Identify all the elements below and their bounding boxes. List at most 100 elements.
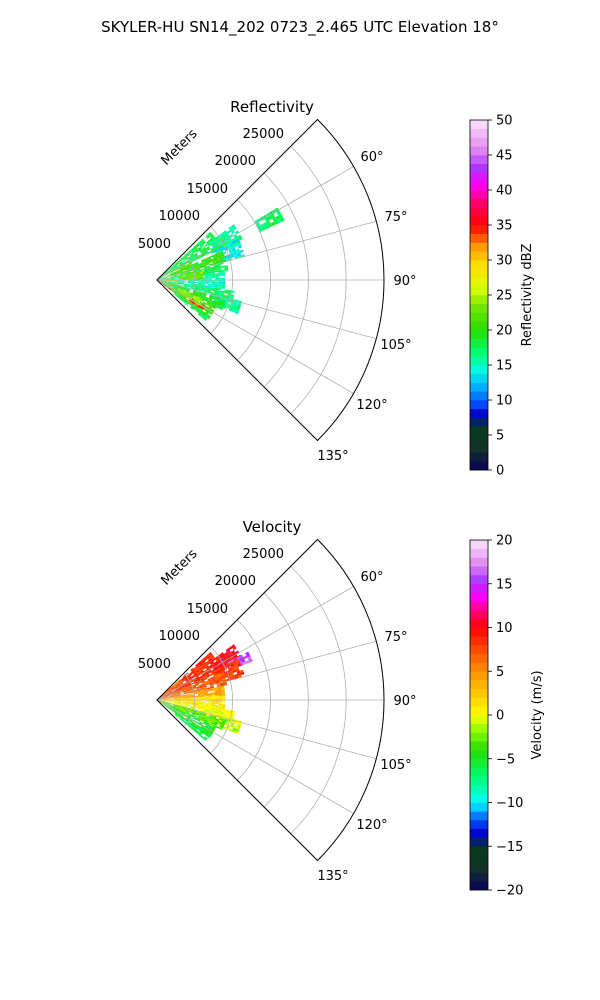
echo-cell <box>183 292 187 295</box>
echo-cell <box>196 726 201 730</box>
echo-cell <box>182 273 186 276</box>
echo-cell <box>192 685 196 688</box>
echo-cell <box>197 694 202 696</box>
echo-cell <box>233 654 238 658</box>
echo-cell <box>167 697 171 699</box>
echo-cell <box>173 692 177 695</box>
echo-cell <box>208 704 212 707</box>
echo-cell <box>204 257 208 261</box>
echo-cell <box>209 653 213 657</box>
echo-cell <box>228 652 233 656</box>
echo-cell <box>183 707 187 710</box>
echo-cell <box>192 292 196 295</box>
echo-cell <box>179 707 184 710</box>
echo-cell <box>160 279 165 280</box>
echo-cell <box>213 667 218 671</box>
echo-cell <box>160 281 164 283</box>
echo-cell <box>213 712 218 715</box>
echo-cell <box>202 722 207 725</box>
echo-cell <box>187 715 191 719</box>
echo-cell <box>192 291 197 294</box>
echo-cell <box>183 270 187 273</box>
echo-cell <box>223 237 228 241</box>
echo-cell <box>214 249 218 253</box>
colorbar-segment <box>470 767 488 777</box>
colorbar-segment <box>470 828 488 838</box>
echo-cell <box>182 265 186 268</box>
echo-cell <box>191 703 195 705</box>
echo-cell <box>212 262 217 265</box>
echo-cell <box>235 650 240 655</box>
echo-cell <box>163 283 167 285</box>
echo-cell <box>169 285 173 288</box>
echo-cell <box>208 670 212 674</box>
azimuth-tick-label: 75° <box>384 210 407 225</box>
echo-cell <box>207 256 211 259</box>
echo-cell <box>234 730 239 735</box>
echo-cell <box>177 704 181 706</box>
echo-cell <box>182 289 187 291</box>
echo-cell <box>190 692 195 694</box>
echo-cell <box>216 293 221 296</box>
echo-cell <box>166 694 171 697</box>
echo-cell <box>186 254 190 257</box>
echo-cell <box>196 719 201 722</box>
echo-cell <box>232 646 237 651</box>
echo-cell <box>188 685 193 688</box>
colorbar-segment <box>470 601 488 611</box>
echo-cell <box>191 305 195 308</box>
echo-cell <box>221 270 225 273</box>
echo-cell <box>182 716 186 720</box>
echo-cell <box>180 291 184 294</box>
echo-cell <box>181 698 185 699</box>
echo-cell <box>204 275 209 278</box>
echo-cell <box>206 313 210 317</box>
echo-cell <box>197 241 202 245</box>
echo-cell <box>176 707 180 710</box>
echo-cell <box>202 713 207 716</box>
echo-cell <box>215 697 219 699</box>
echo-cell <box>167 688 171 691</box>
echo-cell <box>204 250 209 254</box>
echo-cell <box>192 713 196 716</box>
echo-cell <box>234 244 239 248</box>
echo-cell <box>177 701 182 703</box>
echo-cell <box>167 700 171 701</box>
echo-cell <box>205 252 209 256</box>
echo-cell <box>189 278 194 280</box>
echo-cell <box>188 676 192 680</box>
echo-cell <box>217 708 222 711</box>
echo-cell <box>221 286 226 289</box>
echo-cell <box>208 717 213 721</box>
echo-cell <box>184 701 188 703</box>
echo-cell <box>216 305 220 309</box>
velocity-grid <box>156 538 385 862</box>
echo-cell <box>232 727 237 731</box>
echo-cell <box>219 670 224 674</box>
echo-cell <box>188 251 192 254</box>
echo-cell <box>201 252 206 256</box>
echo-cell <box>162 284 166 287</box>
echo-cell <box>184 714 188 717</box>
echo-cell <box>170 704 174 707</box>
echo-cell <box>211 236 216 240</box>
colorbar-segment <box>470 382 488 392</box>
echo-cell <box>183 287 187 290</box>
echo-cell <box>172 691 176 693</box>
echo-cell <box>204 705 209 708</box>
echo-cell <box>183 288 187 291</box>
echo-cell <box>230 255 235 258</box>
echo-cell <box>210 291 214 295</box>
echo-cell <box>202 714 207 717</box>
echo-cell <box>211 664 216 668</box>
echo-cell <box>171 709 175 712</box>
echo-cell <box>214 289 218 292</box>
echo-cell <box>195 265 200 268</box>
echo-cell <box>215 695 219 698</box>
echo-cell <box>218 693 222 696</box>
echo-cell <box>237 242 242 247</box>
echo-cell <box>179 718 183 722</box>
colorbar-segment <box>470 207 488 217</box>
azimuth-gridline <box>156 166 354 281</box>
colorbar-segment <box>470 312 488 322</box>
